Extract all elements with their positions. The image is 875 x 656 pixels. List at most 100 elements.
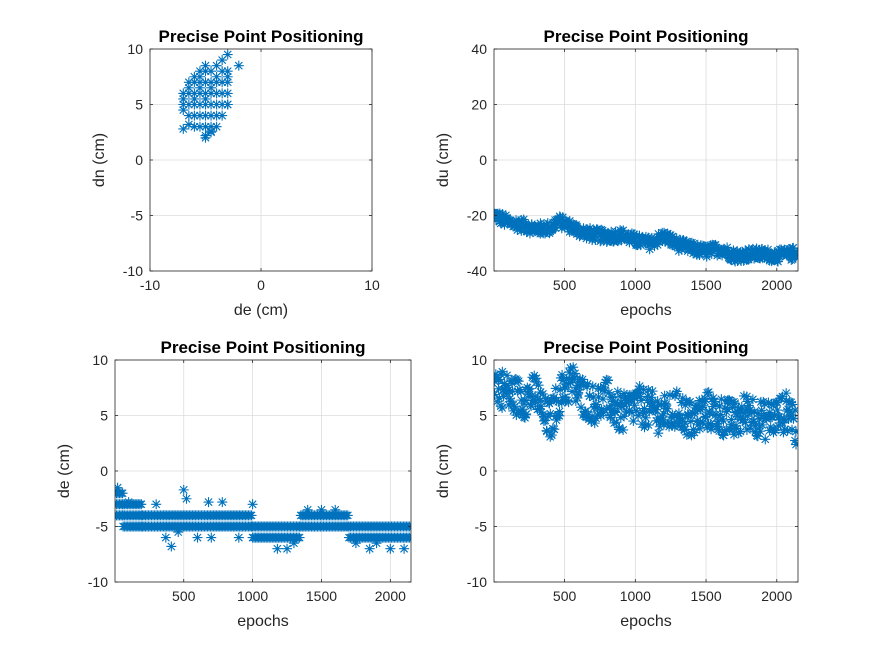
data-point (203, 497, 214, 508)
data-point (178, 88, 189, 99)
data-point (772, 397, 783, 408)
data-point (772, 405, 783, 416)
data-point (708, 401, 719, 412)
data-point (564, 373, 575, 384)
data-point (593, 391, 604, 402)
y-tick-label: 0 (479, 152, 487, 168)
data-point (722, 242, 733, 253)
data-point (730, 398, 741, 409)
data-point (752, 431, 763, 442)
data-point (721, 249, 732, 260)
data-point (206, 77, 217, 88)
data-point (189, 110, 200, 121)
data-point (222, 71, 233, 82)
data-point (183, 99, 194, 110)
data-point (246, 510, 257, 521)
data-point (206, 126, 217, 137)
data-point (787, 399, 798, 410)
data-point (574, 381, 585, 392)
data-point (629, 233, 640, 244)
data-point (598, 385, 609, 396)
data-point (541, 220, 552, 231)
data-point (618, 424, 629, 435)
data-point (596, 404, 607, 415)
data-point (342, 510, 353, 521)
data-point (770, 425, 781, 436)
y-axis-label: dn (cm) (435, 444, 452, 498)
data-point (631, 405, 642, 416)
y-tick-label: 10 (471, 352, 487, 368)
data-point (532, 393, 543, 404)
data-point (754, 414, 765, 425)
data-point (247, 499, 258, 510)
data-point (551, 395, 562, 406)
data-point (621, 406, 632, 417)
data-point (741, 391, 752, 402)
data-point (564, 226, 575, 237)
data-point (517, 404, 528, 415)
data-point (615, 391, 626, 402)
data-point (667, 231, 678, 242)
data-point (791, 250, 798, 261)
data-point (136, 499, 147, 510)
data-point (535, 218, 546, 229)
data-point (680, 400, 691, 411)
data-point (217, 77, 228, 88)
data-point (710, 399, 721, 410)
y-tick-label: -5 (131, 208, 144, 224)
chart-title: Precise Point Positioning (159, 27, 364, 46)
data-point (685, 396, 696, 407)
data-point (200, 110, 211, 121)
data-point (217, 88, 228, 99)
data-point (547, 423, 558, 434)
y-tick-label: 10 (127, 41, 143, 57)
data-point (640, 412, 651, 423)
data-point (786, 410, 797, 421)
data-point (740, 417, 751, 428)
data-point (160, 532, 171, 543)
data-point (222, 77, 233, 88)
data-point (189, 71, 200, 82)
data-point (747, 394, 758, 405)
data-point (504, 393, 515, 404)
y-tick-label: -10 (467, 574, 487, 590)
data-markers (494, 208, 798, 267)
data-point (728, 429, 739, 440)
data-point (537, 388, 548, 399)
data-point (565, 362, 576, 373)
data-point (217, 497, 228, 508)
data-point (183, 82, 194, 93)
data-point (302, 504, 313, 515)
data-point (530, 397, 541, 408)
data-point (758, 412, 769, 423)
data-point (729, 407, 740, 418)
data-point (626, 394, 637, 405)
data-point (749, 406, 760, 417)
data-point (713, 416, 724, 427)
data-point (192, 532, 203, 543)
data-point (605, 410, 616, 421)
data-point (717, 250, 728, 261)
data-point (644, 406, 655, 417)
data-point (598, 407, 609, 418)
y-tick-label: 5 (100, 408, 108, 424)
data-point (564, 367, 575, 378)
data-point (760, 434, 771, 445)
data-point (595, 406, 606, 417)
data-point (316, 504, 327, 515)
data-point (557, 375, 568, 386)
data-point (677, 393, 688, 404)
data-point (777, 417, 788, 428)
data-point (606, 391, 617, 402)
data-point (619, 388, 630, 399)
data-point (562, 219, 573, 230)
data-point (404, 532, 411, 543)
data-point (524, 383, 535, 394)
data-point (166, 541, 177, 552)
y-axis-label: du (cm) (435, 133, 452, 187)
x-tick-label: 1000 (237, 588, 268, 604)
data-point (764, 425, 775, 436)
data-point (183, 110, 194, 121)
data-point (603, 387, 614, 398)
